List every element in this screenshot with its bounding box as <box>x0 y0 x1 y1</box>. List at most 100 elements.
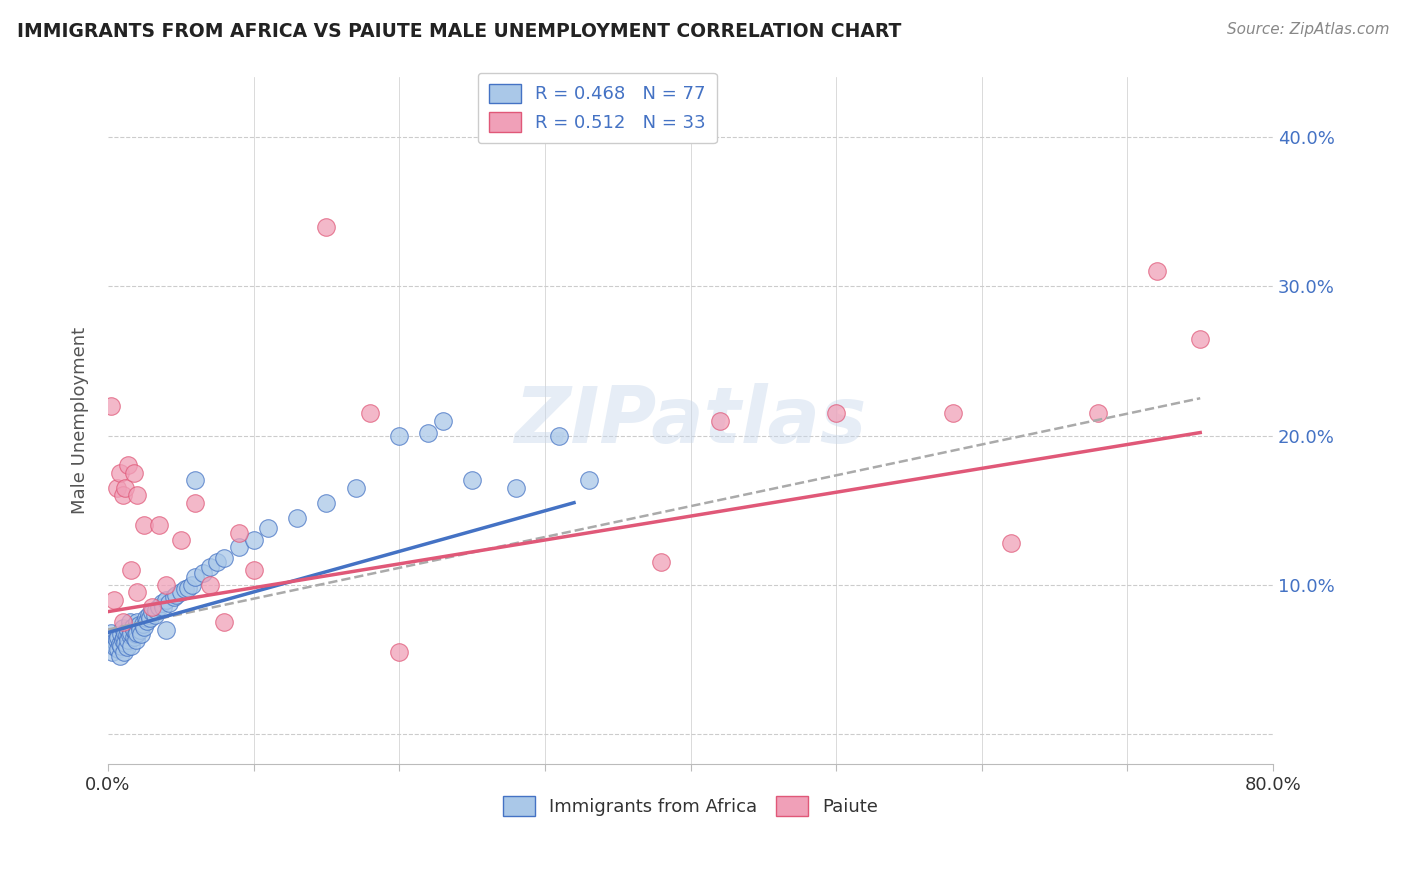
Point <box>136 614 159 628</box>
Point <box>128 618 150 632</box>
Point <box>134 518 156 533</box>
Point <box>104 640 127 655</box>
Point <box>124 632 146 647</box>
Point <box>1087 406 1109 420</box>
Point <box>118 628 141 642</box>
Point <box>98 630 121 644</box>
Point <box>131 627 153 641</box>
Point <box>177 581 200 595</box>
Point <box>184 473 207 487</box>
Point <box>191 566 214 580</box>
Point <box>315 219 337 234</box>
Point <box>1146 264 1168 278</box>
Point <box>115 640 138 655</box>
Point <box>148 600 170 615</box>
Point <box>112 645 135 659</box>
Point <box>285 510 308 524</box>
Point <box>162 590 184 604</box>
Point <box>184 570 207 584</box>
Point <box>432 414 454 428</box>
Point <box>122 466 145 480</box>
Point <box>103 592 125 607</box>
Point <box>155 623 177 637</box>
Point <box>118 615 141 629</box>
Point <box>548 428 571 442</box>
Point <box>242 533 264 547</box>
Point <box>111 621 134 635</box>
Point <box>165 588 187 602</box>
Point <box>107 630 129 644</box>
Point <box>184 496 207 510</box>
Legend: Immigrants from Africa, Paiute: Immigrants from Africa, Paiute <box>495 789 886 823</box>
Point <box>110 627 132 641</box>
Point <box>134 619 156 633</box>
Point <box>157 596 180 610</box>
Point <box>315 496 337 510</box>
Point <box>107 641 129 656</box>
Text: IMMIGRANTS FROM AFRICA VS PAIUTE MALE UNEMPLOYMENT CORRELATION CHART: IMMIGRANTS FROM AFRICA VS PAIUTE MALE UN… <box>17 22 901 41</box>
Point <box>121 619 143 633</box>
Point <box>101 645 124 659</box>
Point <box>138 607 160 622</box>
Point <box>108 466 131 480</box>
Point <box>114 625 136 640</box>
Point <box>100 625 122 640</box>
Point <box>111 632 134 647</box>
Point <box>461 473 484 487</box>
Point <box>228 541 250 555</box>
Point <box>117 458 139 473</box>
Point <box>129 623 152 637</box>
Point <box>388 428 411 442</box>
Point <box>1000 536 1022 550</box>
Point <box>127 585 149 599</box>
Point <box>198 578 221 592</box>
Point <box>105 632 128 647</box>
Point <box>104 634 127 648</box>
Point <box>105 481 128 495</box>
Point <box>139 610 162 624</box>
Text: ZIPatlas: ZIPatlas <box>515 383 866 458</box>
Point <box>170 533 193 547</box>
Point <box>127 488 149 502</box>
Point <box>242 563 264 577</box>
Point <box>578 473 600 487</box>
Point <box>120 625 142 640</box>
Point <box>108 637 131 651</box>
Point <box>181 578 204 592</box>
Point <box>825 406 848 420</box>
Point <box>1189 332 1212 346</box>
Point <box>388 645 411 659</box>
Point <box>115 628 138 642</box>
Point <box>103 637 125 651</box>
Point <box>132 616 155 631</box>
Point <box>108 649 131 664</box>
Point <box>114 481 136 495</box>
Point <box>143 607 166 622</box>
Point <box>155 578 177 592</box>
Text: Source: ZipAtlas.com: Source: ZipAtlas.com <box>1226 22 1389 37</box>
Point <box>205 555 228 569</box>
Point <box>112 630 135 644</box>
Point <box>122 630 145 644</box>
Point <box>198 559 221 574</box>
Point <box>418 425 440 440</box>
Point <box>942 406 965 420</box>
Point <box>344 481 367 495</box>
Point <box>155 592 177 607</box>
Point <box>110 639 132 653</box>
Point <box>122 623 145 637</box>
Point <box>117 632 139 647</box>
Point <box>228 525 250 540</box>
Point <box>148 518 170 533</box>
Point <box>141 605 163 619</box>
Point <box>650 555 672 569</box>
Point <box>152 600 174 615</box>
Point <box>359 406 381 420</box>
Point <box>214 615 236 629</box>
Point <box>170 585 193 599</box>
Point <box>120 563 142 577</box>
Point <box>111 488 134 502</box>
Point <box>111 615 134 629</box>
Point <box>114 636 136 650</box>
Point <box>174 582 197 597</box>
